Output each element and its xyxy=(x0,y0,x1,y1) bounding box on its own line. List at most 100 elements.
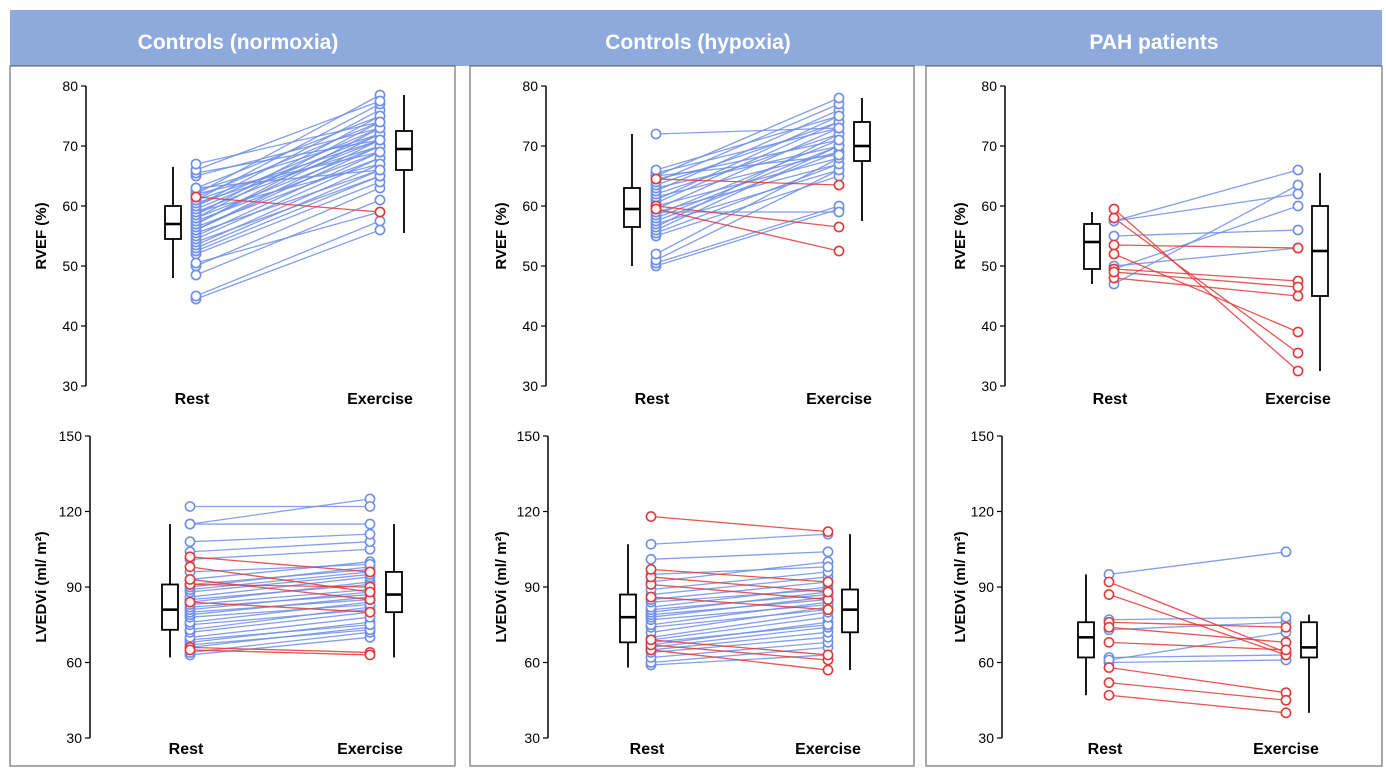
pair-line xyxy=(1113,208,1299,372)
pair-line xyxy=(655,178,840,186)
pair-line xyxy=(195,196,381,213)
pair-line xyxy=(655,97,840,177)
boxplot-rest xyxy=(164,167,182,278)
pair-line xyxy=(189,583,371,588)
pair-line xyxy=(189,601,371,623)
pair-line xyxy=(195,100,381,171)
y-tick-label: 30 xyxy=(524,730,540,746)
exercise-point xyxy=(364,501,376,512)
box-iqr xyxy=(1083,223,1101,270)
pair-line xyxy=(189,566,371,593)
pair-line xyxy=(655,205,840,228)
pair-line xyxy=(189,571,371,591)
pair-line xyxy=(655,133,840,195)
pair-line xyxy=(189,631,371,654)
pair-points xyxy=(190,89,386,305)
y-tick-label: 60 xyxy=(978,655,994,671)
rest-point xyxy=(1108,212,1120,224)
box-iqr xyxy=(1077,621,1095,659)
pair-line xyxy=(655,163,840,234)
pair-line xyxy=(1108,666,1287,694)
y-tick-label: 70 xyxy=(522,138,538,154)
exercise-point xyxy=(374,116,386,128)
column-title-3: PAH patients xyxy=(1089,31,1218,54)
pair-line xyxy=(650,598,829,616)
y-tick-label: 50 xyxy=(522,258,538,274)
pair-line xyxy=(189,548,371,560)
chart-panel-6: 150 120 90 60 30 LVEDVi (ml/ m²) Rest Exercise xyxy=(952,428,1319,758)
pair-lines xyxy=(655,97,840,267)
pair-line xyxy=(650,551,829,560)
pair-line xyxy=(650,649,829,671)
exercise-point xyxy=(822,664,834,676)
exercise-point xyxy=(374,224,386,236)
pair-line xyxy=(189,601,371,613)
y-tick-label: 30 xyxy=(62,378,78,394)
pair-line xyxy=(650,644,829,661)
exercise-point xyxy=(1292,365,1304,377)
pair-line xyxy=(195,133,381,192)
rest-point xyxy=(190,191,202,203)
pair-line xyxy=(195,133,381,210)
pair-line xyxy=(189,646,371,654)
x-label-exercise: Exercise xyxy=(795,741,861,758)
pair-line xyxy=(655,205,840,264)
x-label-rest: Rest xyxy=(169,741,204,758)
rest-point xyxy=(1103,621,1115,633)
y-axis-label: LVEDVi (ml/ m²) xyxy=(952,531,969,642)
exercise-point xyxy=(374,134,386,146)
pair-line xyxy=(655,169,840,261)
exercise-point xyxy=(1292,290,1304,302)
y-axis-label: RVEF (%) xyxy=(952,202,969,269)
pair-line xyxy=(189,576,371,598)
rest-point xyxy=(184,561,196,573)
pair-line xyxy=(189,611,371,633)
exercise-point xyxy=(1280,611,1292,623)
y-tick-label: 30 xyxy=(981,378,997,394)
pair-line xyxy=(189,616,371,638)
rest-point xyxy=(650,128,662,140)
pair-line xyxy=(650,566,829,576)
boxplot-exercise xyxy=(853,98,871,221)
pair-line xyxy=(1113,247,1299,267)
y-tick-label: 60 xyxy=(981,198,997,214)
pair-line xyxy=(655,175,840,237)
y-tick-label: 60 xyxy=(62,198,78,214)
pair-line xyxy=(189,624,371,641)
pair-line xyxy=(195,229,381,300)
pair-line xyxy=(195,151,381,222)
exercise-point xyxy=(374,95,386,107)
rest-point xyxy=(645,553,657,565)
rest-point xyxy=(1103,662,1115,673)
pair-line xyxy=(1113,244,1299,249)
exercise-point xyxy=(833,245,845,257)
pair-line xyxy=(189,578,371,601)
panel-frame-3 xyxy=(925,65,1383,767)
y-tick-label: 30 xyxy=(522,378,538,394)
y-axis-label: LVEDVi (ml/ m²) xyxy=(33,531,50,642)
y-tick-label: 40 xyxy=(62,318,78,334)
pair-line xyxy=(655,154,840,177)
pair-line xyxy=(655,163,840,213)
pair-line xyxy=(1113,253,1299,333)
pair-line xyxy=(195,94,381,195)
pair-line xyxy=(655,127,840,135)
pair-line xyxy=(195,181,381,255)
boxplot-rest xyxy=(161,524,179,658)
pair-line xyxy=(1108,654,1287,659)
rest-point xyxy=(184,596,196,608)
y-tick-label: 70 xyxy=(62,138,78,154)
pair-line xyxy=(650,636,829,654)
pair-line xyxy=(650,646,829,664)
box-iqr xyxy=(164,205,182,240)
x-label-rest: Rest xyxy=(1093,391,1128,408)
column-title-1: Controls (normoxia) xyxy=(138,31,339,54)
rest-point xyxy=(184,518,196,530)
pair-line xyxy=(195,145,381,219)
y-tick-label: 150 xyxy=(59,428,83,444)
rest-point xyxy=(184,574,196,585)
exercise-point xyxy=(833,206,845,218)
y-tick-label: 120 xyxy=(517,504,541,520)
x-label-exercise: Exercise xyxy=(1265,391,1331,408)
